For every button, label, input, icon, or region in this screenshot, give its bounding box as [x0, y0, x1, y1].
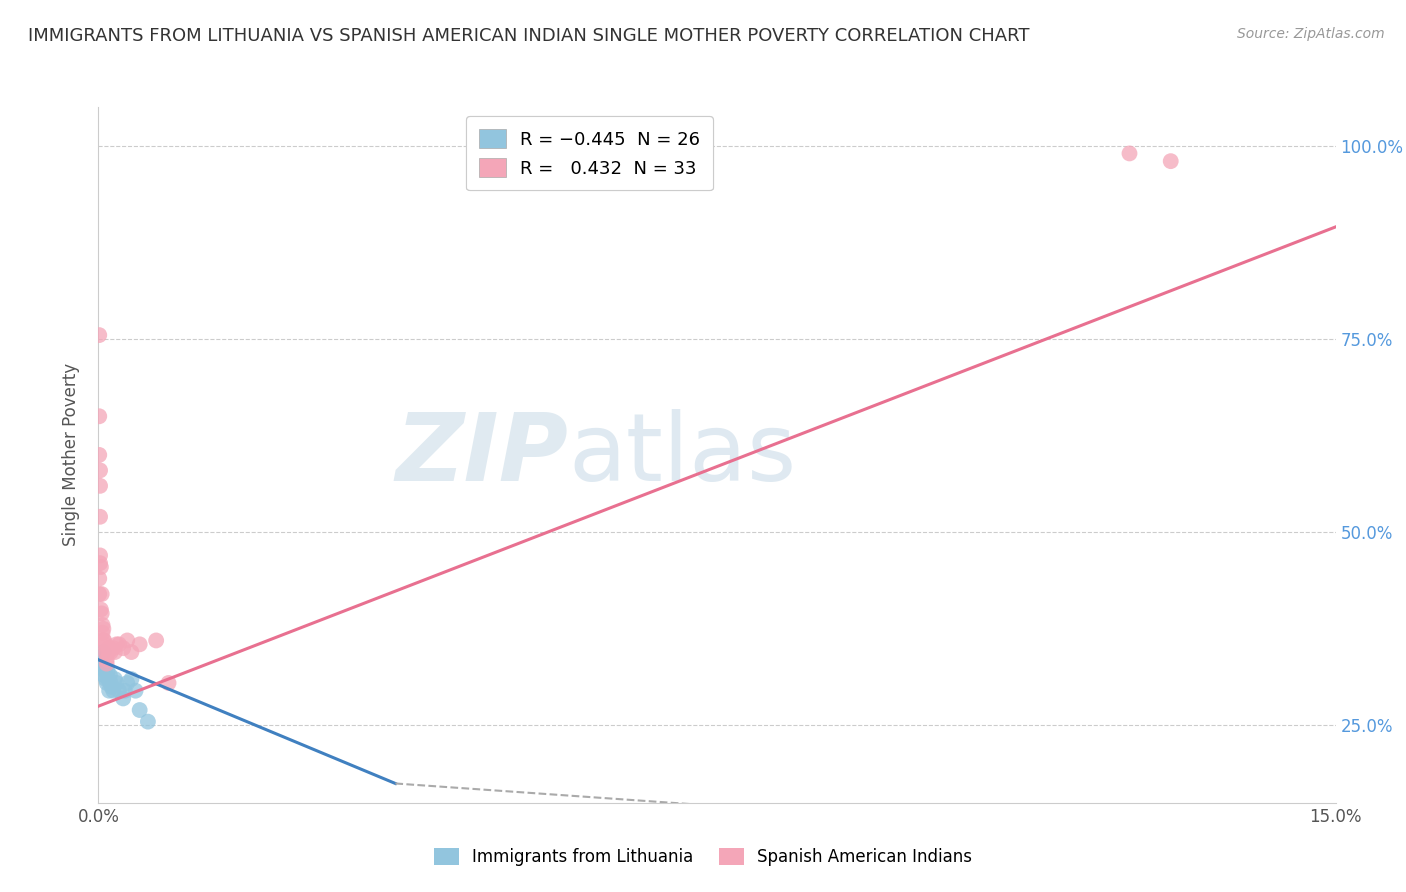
Legend: R = −0.445  N = 26, R =   0.432  N = 33: R = −0.445 N = 26, R = 0.432 N = 33 — [467, 116, 713, 190]
Point — [117, 676, 139, 690]
Point — [89, 556, 111, 570]
Point — [91, 625, 114, 640]
Point — [117, 633, 139, 648]
Point — [93, 622, 115, 636]
Point — [136, 714, 159, 729]
Point — [93, 637, 115, 651]
Point — [93, 633, 115, 648]
Point — [93, 668, 115, 682]
Point — [90, 660, 112, 674]
Point — [98, 683, 121, 698]
Point — [98, 668, 121, 682]
Point — [89, 328, 111, 343]
Point — [89, 463, 111, 477]
Point — [128, 637, 150, 651]
Point — [104, 645, 127, 659]
Point — [94, 645, 117, 659]
Point — [124, 683, 146, 698]
Point — [112, 691, 135, 706]
Point — [93, 645, 115, 659]
Point — [103, 683, 125, 698]
Point — [104, 672, 127, 686]
Point — [108, 683, 131, 698]
Point — [91, 618, 114, 632]
Point — [98, 641, 121, 656]
Point — [90, 602, 112, 616]
Point — [90, 607, 112, 621]
Point — [96, 653, 118, 667]
Text: Source: ZipAtlas.com: Source: ZipAtlas.com — [1237, 27, 1385, 41]
Point — [112, 641, 135, 656]
Point — [96, 645, 118, 659]
Point — [94, 665, 117, 679]
Point — [105, 676, 128, 690]
Point — [108, 637, 131, 651]
Text: ZIP: ZIP — [395, 409, 568, 501]
Point — [89, 409, 111, 424]
Point — [157, 676, 180, 690]
Text: atlas: atlas — [568, 409, 797, 501]
Point — [100, 676, 122, 690]
Point — [89, 448, 111, 462]
Point — [1160, 154, 1182, 169]
Point — [89, 509, 111, 524]
Y-axis label: Single Mother Poverty: Single Mother Poverty — [62, 363, 80, 547]
Point — [100, 680, 122, 694]
Point — [96, 657, 118, 671]
Point — [89, 549, 111, 563]
Point — [96, 665, 118, 679]
Point — [96, 676, 118, 690]
Point — [114, 683, 136, 698]
Point — [120, 645, 142, 659]
Point — [89, 587, 111, 601]
Point — [90, 560, 112, 574]
Point — [1118, 146, 1140, 161]
Point — [90, 648, 112, 663]
Point — [90, 587, 112, 601]
Point — [100, 645, 122, 659]
Point — [97, 645, 120, 659]
Legend: Immigrants from Lithuania, Spanish American Indians: Immigrants from Lithuania, Spanish Ameri… — [426, 840, 980, 875]
Point — [89, 653, 111, 667]
Point — [91, 657, 114, 671]
Point — [128, 703, 150, 717]
Text: IMMIGRANTS FROM LITHUANIA VS SPANISH AMERICAN INDIAN SINGLE MOTHER POVERTY CORRE: IMMIGRANTS FROM LITHUANIA VS SPANISH AME… — [28, 27, 1029, 45]
Point — [103, 641, 125, 656]
Point — [93, 633, 115, 648]
Point — [94, 672, 117, 686]
Point — [145, 633, 167, 648]
Point — [89, 479, 111, 493]
Point — [105, 637, 128, 651]
Point — [120, 672, 142, 686]
Point — [97, 672, 120, 686]
Point — [89, 572, 111, 586]
